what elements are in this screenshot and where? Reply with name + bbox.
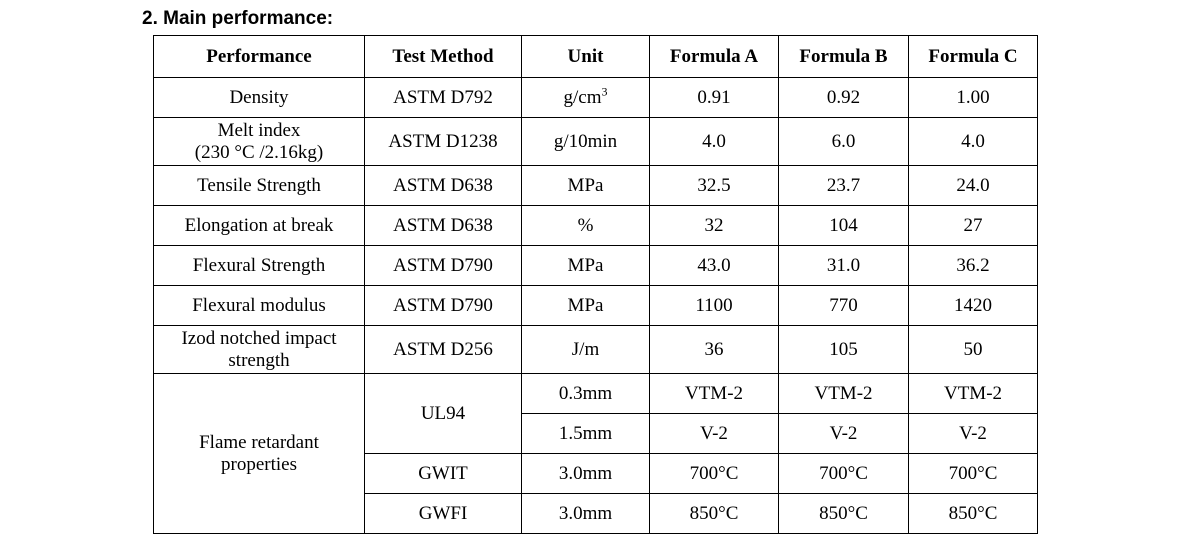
cell-formula-a: 32 <box>649 205 779 246</box>
cell-performance: Density <box>153 77 365 118</box>
cell-formula-c: 24.0 <box>908 165 1038 206</box>
cell-formula-a: VTM-2 <box>649 373 779 414</box>
table-row-elongation-at-break: Elongation at break ASTM D638 % 32 104 2… <box>153 205 1038 246</box>
cell-formula-b: V-2 <box>778 413 909 454</box>
cell-performance-line2: strength <box>228 349 290 371</box>
col-header-unit: Unit <box>521 35 650 78</box>
cell-test-method: ASTM D792 <box>364 77 522 118</box>
cell-test-method: ASTM D790 <box>364 285 522 326</box>
table-row-tensile-strength: Tensile Strength ASTM D638 MPa 32.5 23.7… <box>153 165 1038 206</box>
table-row-flexural-strength: Flexural Strength ASTM D790 MPa 43.0 31.… <box>153 245 1038 286</box>
cell-formula-a: 36 <box>649 325 779 374</box>
cell-performance-line2: (230 °C /2.16kg) <box>194 141 324 163</box>
cell-unit: MPa <box>521 165 650 206</box>
cell-performance: Izod notched impact strength <box>153 325 365 374</box>
cell-performance: Elongation at break <box>153 205 365 246</box>
cell-formula-a: 850°C <box>649 493 779 534</box>
cell-formula-b: 23.7 <box>778 165 909 206</box>
cell-unit: g/cm3 <box>521 77 650 118</box>
col-header-performance: Performance <box>153 35 365 78</box>
col-header-test-method: Test Method <box>364 35 522 78</box>
cell-test-method-gwit: GWIT <box>364 453 522 494</box>
cell-formula-c: 27 <box>908 205 1038 246</box>
flame-label-line2: properties <box>221 453 297 475</box>
cell-formula-c: 36.2 <box>908 245 1038 286</box>
cell-formula-c: 1420 <box>908 285 1038 326</box>
cell-test-method: ASTM D790 <box>364 245 522 286</box>
cell-formula-b: 700°C <box>778 453 909 494</box>
cell-formula-a: 32.5 <box>649 165 779 206</box>
table-row-gwfi: GWFI 3.0mm 850°C 850°C 850°C <box>154 493 1038 534</box>
cell-unit: 1.5mm <box>521 413 650 454</box>
cell-formula-b: 850°C <box>778 493 909 534</box>
table-row-ul94-0-3mm: Flame retardant properties UL94 0.3mm VTM… <box>153 373 1038 534</box>
cell-formula-c: VTM-2 <box>908 373 1038 414</box>
cell-unit: 3.0mm <box>521 493 650 534</box>
cell-performance: Tensile Strength <box>153 165 365 206</box>
col-header-formula-b: Formula B <box>778 35 909 78</box>
cell-formula-c: V-2 <box>908 413 1038 454</box>
unit-text: g/cm <box>563 86 602 108</box>
cell-performance-line1: Melt index <box>217 119 301 141</box>
flame-label-line1: Flame retardant <box>199 431 319 453</box>
cell-flame-retardant-label: Flame retardant properties <box>153 373 365 534</box>
cell-formula-b: 0.92 <box>778 77 909 118</box>
table-row-density: Density ASTM D792 g/cm3 0.91 0.92 1.00 <box>153 77 1038 118</box>
cell-test-method: ASTM D256 <box>364 325 522 374</box>
section-heading: 2. Main performance: <box>142 8 334 29</box>
cell-formula-a: 0.91 <box>649 77 779 118</box>
table-row-flexural-modulus: Flexural modulus ASTM D790 MPa 1100 770 … <box>153 285 1038 326</box>
cell-unit: 3.0mm <box>521 453 650 494</box>
cell-formula-c: 700°C <box>908 453 1038 494</box>
cell-formula-a: 4.0 <box>649 117 779 166</box>
cell-unit: % <box>521 205 650 246</box>
table-row-melt-index: Melt index (230 °C /2.16kg) ASTM D1238 g/… <box>153 117 1038 166</box>
table-row-ul94-1-5mm: 1.5mm V-2 V-2 V-2 <box>154 413 1038 454</box>
cell-unit: MPa <box>521 245 650 286</box>
unit-superscript: 3 <box>601 84 608 99</box>
cell-test-method: ASTM D638 <box>364 205 522 246</box>
table-row-gwit: GWIT 3.0mm 700°C 700°C 700°C <box>154 453 1038 494</box>
cell-formula-c: 4.0 <box>908 117 1038 166</box>
cell-formula-b: 104 <box>778 205 909 246</box>
col-header-formula-a: Formula A <box>649 35 779 78</box>
cell-formula-a: 1100 <box>649 285 779 326</box>
cell-formula-c: 1.00 <box>908 77 1038 118</box>
cell-test-method-ul94: UL94 <box>364 373 522 454</box>
cell-unit: MPa <box>521 285 650 326</box>
cell-performance: Flexural Strength <box>153 245 365 286</box>
cell-formula-b: 31.0 <box>778 245 909 286</box>
cell-formula-a: V-2 <box>649 413 779 454</box>
cell-formula-b: 105 <box>778 325 909 374</box>
cell-formula-c: 850°C <box>908 493 1038 534</box>
cell-formula-b: VTM-2 <box>778 373 909 414</box>
cell-formula-a: 700°C <box>649 453 779 494</box>
cell-performance: Melt index (230 °C /2.16kg) <box>153 117 365 166</box>
cell-test-method: ASTM D1238 <box>364 117 522 166</box>
cell-formula-b: 6.0 <box>778 117 909 166</box>
cell-unit: 0.3mm <box>521 373 650 414</box>
performance-table: Performance Test Method Unit Formula A F… <box>153 35 1038 534</box>
cell-formula-a: 43.0 <box>649 245 779 286</box>
cell-unit: J/m <box>521 325 650 374</box>
cell-test-method: ASTM D638 <box>364 165 522 206</box>
cell-performance: Flexural modulus <box>153 285 365 326</box>
cell-test-method-gwfi: GWFI <box>364 493 522 534</box>
table-header-row: Performance Test Method Unit Formula A F… <box>153 35 1038 78</box>
col-header-formula-c: Formula C <box>908 35 1038 78</box>
cell-formula-c: 50 <box>908 325 1038 374</box>
cell-performance-line1: Izod notched impact <box>181 327 337 349</box>
cell-unit: g/10min <box>521 117 650 166</box>
cell-formula-b: 770 <box>778 285 909 326</box>
table-row-izod-impact: Izod notched impact strength ASTM D256 J/… <box>153 325 1038 374</box>
